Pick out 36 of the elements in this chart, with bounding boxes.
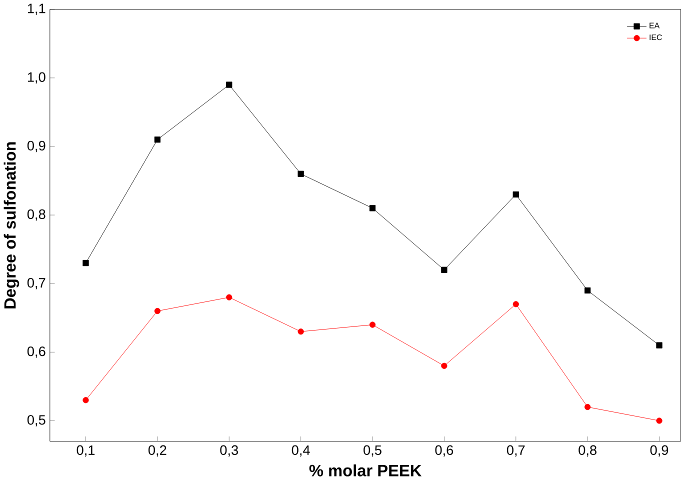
point bbox=[369, 322, 376, 328]
point bbox=[298, 170, 304, 177]
y-tick-label: 0,9 bbox=[27, 140, 46, 152]
point bbox=[512, 191, 519, 198]
y-tick-label: 0,8 bbox=[27, 209, 46, 221]
y-tick-label: 0,7 bbox=[27, 278, 46, 290]
x-tick-label: 0,1 bbox=[76, 445, 95, 456]
point bbox=[441, 362, 448, 369]
x-tick-label: 0,6 bbox=[435, 445, 454, 456]
x-tick-label: 0,3 bbox=[220, 445, 238, 456]
x-tick-label: 0,9 bbox=[650, 445, 668, 456]
point bbox=[82, 260, 89, 266]
y-tick-label: 1,0 bbox=[28, 72, 46, 84]
point bbox=[656, 418, 662, 424]
point bbox=[512, 301, 519, 308]
x-tick-label: 0,4 bbox=[292, 445, 310, 456]
x-axis-title: % molar PEEK bbox=[309, 464, 422, 476]
x-tick-label: 0,5 bbox=[364, 445, 382, 456]
y-axis-title: Degree of sulfonation bbox=[4, 142, 20, 308]
point bbox=[298, 328, 304, 335]
point bbox=[154, 136, 161, 143]
x-tick-label: 0,7 bbox=[506, 445, 525, 456]
point bbox=[226, 294, 232, 300]
point bbox=[656, 342, 662, 348]
point bbox=[584, 287, 591, 294]
y-tick-label: 0,6 bbox=[27, 346, 46, 358]
point bbox=[226, 82, 232, 88]
x-tick-label: 0,8 bbox=[578, 445, 596, 456]
point bbox=[584, 404, 591, 410]
y-tick-label: 1,1 bbox=[28, 4, 46, 15]
point bbox=[82, 396, 89, 404]
point bbox=[441, 266, 448, 273]
x-tick-label: 0,2 bbox=[148, 445, 166, 456]
point bbox=[369, 205, 376, 212]
point bbox=[154, 308, 161, 314]
y-tick-label: 0,5 bbox=[27, 414, 46, 426]
